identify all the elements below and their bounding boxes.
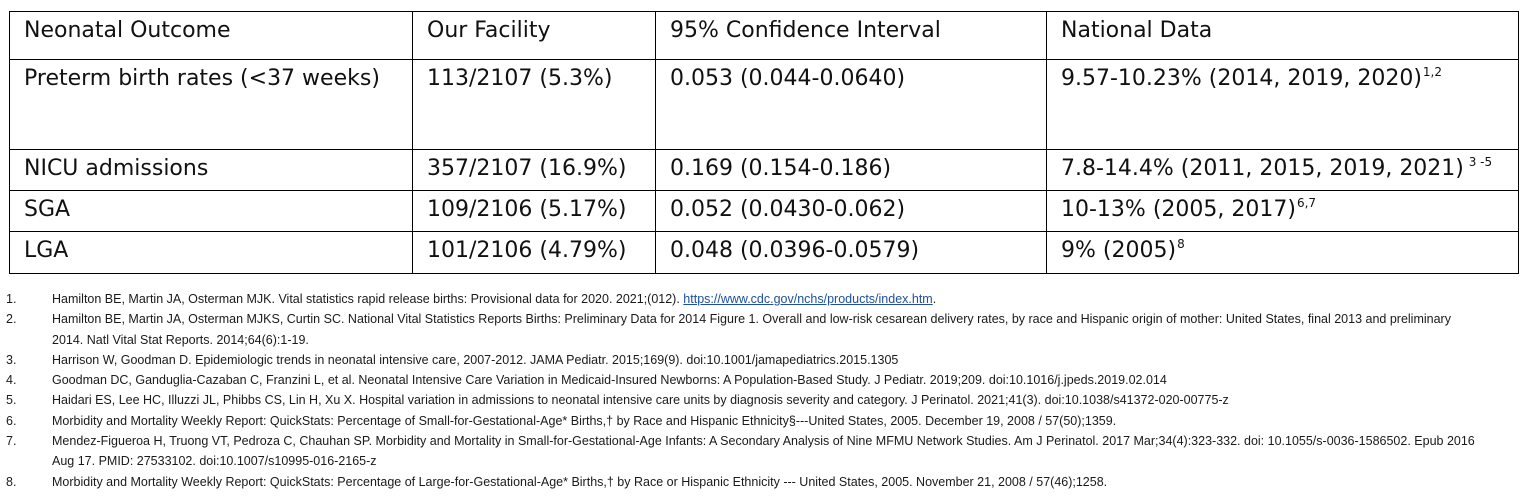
reference-number: 7.	[6, 434, 17, 449]
header-national-data: National Data	[1046, 11, 1519, 60]
header-confidence-interval: 95% Confidence Interval	[655, 11, 1047, 60]
reference-number: 5.	[6, 393, 17, 408]
cdc-reference-link[interactable]: https://www.cdc.gov/nchs/products/index.…	[683, 292, 933, 306]
reference-item: 5. Haidari ES, Lee HC, Illuzzi JL, Phibb…	[0, 390, 1525, 410]
national-value: 9.57-10.23% (2014, 2019, 2020)	[1061, 66, 1422, 91]
national-value: 10-13% (2005, 2017)	[1061, 197, 1296, 222]
table-row: NICU admissions 357/2107 (16.9%) 0.169 (…	[9, 149, 1519, 191]
table-row: SGA 109/2106 (5.17%) 0.052 (0.0430-0.062…	[9, 190, 1519, 232]
outcome-cell: Preterm birth rates (<37 weeks)	[9, 59, 413, 150]
outcome-cell: SGA	[9, 190, 413, 232]
reference-text: Mendez-Figueroa H, Truong VT, Pedroza C,…	[52, 434, 1475, 469]
reference-citation: Hamilton BE, Martin JA, Osterman MJK. Vi…	[52, 292, 684, 306]
reference-item: 8. Morbidity and Mortality Weekly Report…	[0, 472, 1525, 492]
reference-item: 1. Hamilton BE, Martin JA, Osterman MJK.…	[0, 289, 1525, 309]
reference-text: Morbidity and Mortality Weekly Report: Q…	[52, 474, 1108, 489]
national-value: 9% (2005)	[1061, 238, 1177, 263]
ci-cell: 0.048 (0.0396-0.0579)	[655, 231, 1047, 274]
national-cell: 9.57-10.23% (2014, 2019, 2020)1,2	[1046, 59, 1519, 150]
outcome-cell: LGA	[9, 231, 413, 274]
reference-text: Morbidity and Mortality Weekly Report: Q…	[52, 413, 1117, 428]
header-our-facility: Our Facility	[412, 11, 656, 60]
reference-number: 2.	[6, 312, 17, 327]
reference-number: 3.	[6, 352, 17, 367]
header-neonatal-outcome: Neonatal Outcome	[9, 11, 413, 60]
reference-number: 4.	[6, 373, 17, 388]
ci-cell: 0.169 (0.154-0.186)	[655, 149, 1047, 191]
reference-item: 6. Morbidity and Mortality Weekly Report…	[0, 411, 1525, 431]
reference-number: 6.	[6, 413, 17, 428]
table-row: LGA 101/2106 (4.79%) 0.048 (0.0396-0.057…	[9, 231, 1519, 274]
reference-superscript: 1,2	[1422, 65, 1442, 79]
reference-text: Hamilton BE, Martin JA, Osterman MJKS, C…	[52, 312, 1451, 347]
national-cell: 7.8-14.4% (2011, 2015, 2019, 2021) 3 -5	[1046, 149, 1519, 191]
table-row: Preterm birth rates (<37 weeks) 113/2107…	[9, 59, 1519, 150]
national-cell: 10-13% (2005, 2017)6,7	[1046, 190, 1519, 232]
table-header-row: Neonatal Outcome Our Facility 95% Confid…	[9, 11, 1519, 60]
reference-superscript: 3 -5	[1464, 155, 1493, 169]
reference-number: 8.	[6, 474, 17, 489]
reference-item: 2. Hamilton BE, Martin JA, Osterman MJKS…	[0, 309, 1525, 350]
reference-list: 1. Hamilton BE, Martin JA, Osterman MJK.…	[0, 289, 1525, 492]
neonatal-outcomes-table: Neonatal Outcome Our Facility 95% Confid…	[9, 11, 1519, 274]
reference-text: Harrison W, Goodman D. Epidemiologic tre…	[52, 352, 899, 367]
reference-text: Haidari ES, Lee HC, Illuzzi JL, Phibbs C…	[52, 393, 1229, 408]
reference-trailing-period: .	[932, 292, 937, 306]
facility-cell: 101/2106 (4.79%)	[412, 231, 656, 274]
reference-superscript: 8	[1177, 237, 1185, 251]
ci-cell: 0.052 (0.0430-0.062)	[655, 190, 1047, 232]
reference-text: Hamilton BE, Martin JA, Osterman MJK. Vi…	[52, 289, 1525, 309]
facility-cell: 109/2106 (5.17%)	[412, 190, 656, 232]
ci-cell: 0.053 (0.044-0.0640)	[655, 59, 1047, 150]
reference-item: 3. Harrison W, Goodman D. Epidemiologic …	[0, 350, 1525, 370]
national-value: 7.8-14.4% (2011, 2015, 2019, 2021)	[1061, 156, 1464, 181]
reference-text: Goodman DC, Ganduglia-Cazaban C, Franzin…	[52, 373, 1167, 388]
national-cell: 9% (2005)8	[1046, 231, 1519, 274]
reference-item: 4. Goodman DC, Ganduglia-Cazaban C, Fran…	[0, 370, 1525, 390]
reference-superscript: 6,7	[1296, 196, 1317, 210]
facility-cell: 113/2107 (5.3%)	[412, 59, 656, 150]
reference-item: 7. Mendez-Figueroa H, Truong VT, Pedroza…	[0, 431, 1525, 472]
outcome-cell: NICU admissions	[9, 149, 413, 191]
facility-cell: 357/2107 (16.9%)	[412, 149, 656, 191]
reference-number: 1.	[6, 292, 17, 306]
